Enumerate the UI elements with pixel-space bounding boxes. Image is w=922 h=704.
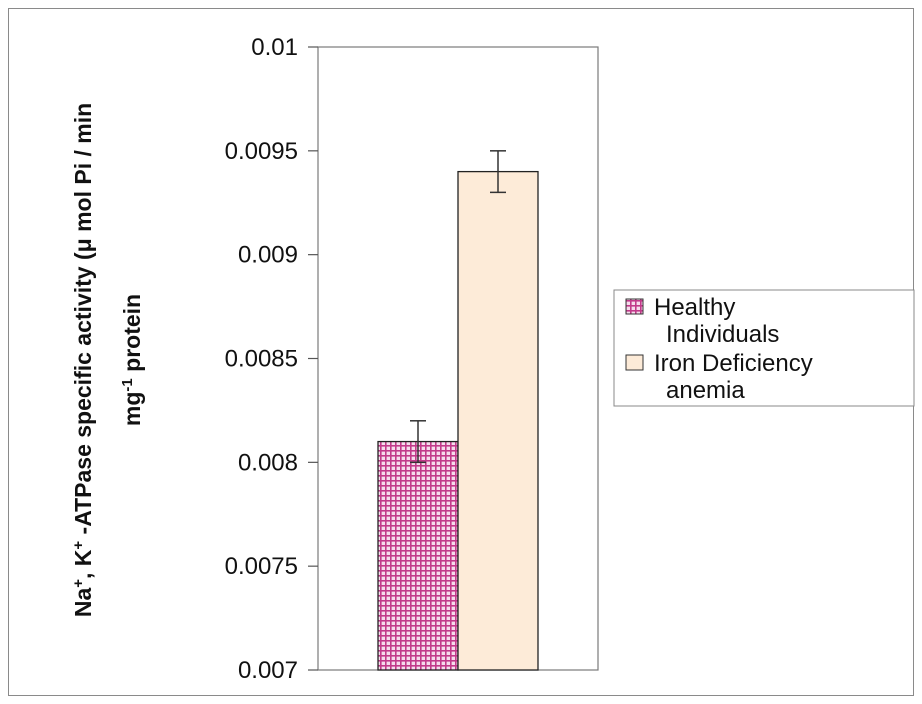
y-tick-label: 0.01 bbox=[251, 34, 298, 61]
y-tick-label: 0.007 bbox=[238, 657, 298, 684]
legend-label: Iron Deficiency bbox=[654, 350, 813, 377]
axes-layer: 0.007 0.0075 0.008 0.0085 0.009 0.0095 0.01 bbox=[225, 34, 599, 684]
y-tick-label: 0.008 bbox=[238, 449, 298, 476]
y-axis-label-line1: Na+, K+ -ATPase specific activity (μ mol… bbox=[70, 103, 97, 617]
y-tick-label: 0.0095 bbox=[225, 138, 298, 165]
y-tick-label: 0.0085 bbox=[225, 346, 298, 373]
bar-iron-deficiency-anemia bbox=[457, 170, 539, 671]
y-tick-label: 0.0075 bbox=[225, 553, 298, 580]
y-tick-label: 0.009 bbox=[238, 242, 298, 269]
legend-label: Healthy bbox=[654, 294, 735, 321]
legend-label-line2: anemia bbox=[666, 377, 745, 404]
legend-swatch bbox=[625, 298, 644, 315]
bar-healthy-individuals bbox=[377, 440, 459, 671]
y-axis-label: Na+, K+ -ATPase specific activity (μ mol… bbox=[70, 103, 146, 617]
y-axis-label-line2: mg-1 protein bbox=[119, 294, 146, 426]
legend-label-line2: Individuals bbox=[666, 321, 779, 348]
legend-swatch bbox=[625, 354, 644, 371]
bars-layer bbox=[377, 150, 539, 671]
legend-box bbox=[613, 289, 915, 407]
